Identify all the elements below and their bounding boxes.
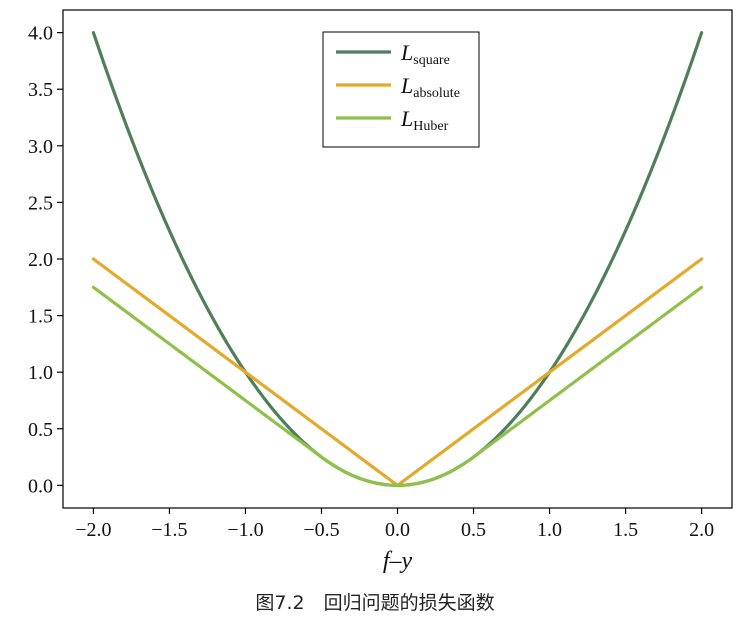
y-tick-label: 0.0	[28, 475, 53, 497]
x-tick-label: 0.5	[461, 519, 486, 541]
y-tick-label: 3.0	[28, 136, 53, 158]
x-tick-label: 2.0	[689, 519, 714, 541]
series-line-huber	[91, 285, 704, 487]
y-tick-label: 0.5	[28, 419, 53, 441]
x-tick-label: 1.5	[613, 519, 638, 541]
y-tick-label: 3.5	[28, 79, 53, 101]
y-tick-label: 2.5	[28, 192, 53, 214]
loss-chart: −2.0 −1.5 −1.0 −0.5 0.0 0.5 1.0 1.5 2.0 0.0 0.5 1.0…	[28, 9, 733, 574]
x-tick-label: 0.0	[385, 519, 410, 541]
legend-label-square: Lsquare	[400, 40, 450, 68]
x-tick-label: −1.5	[151, 519, 187, 541]
y-tick-label: 4.0	[28, 23, 53, 45]
legend-label-absolute: Labsolute	[400, 73, 460, 101]
ticks-layer: −2.0 −1.5 −1.0 −0.5 0.0 0.5 1.0 1.5 2.0 0.0 0.5 1.0…	[28, 23, 714, 541]
y-tick-label: 1.5	[28, 306, 53, 328]
figure-caption: 图7.2 回归问题的损失函数	[255, 592, 495, 614]
x-tick-label: 1.0	[537, 519, 562, 541]
series-layer	[91, 31, 704, 487]
x-tick-label: −2.0	[75, 519, 111, 541]
x-axis-title: f–y	[383, 548, 413, 574]
series-line-absolute	[91, 257, 704, 487]
x-tick-label: −0.5	[303, 519, 339, 541]
x-tick-label: −1.0	[227, 519, 263, 541]
legend-label-huber: LHuber	[400, 106, 449, 134]
legend: Lsquare Labsolute LHuber	[322, 31, 480, 148]
y-tick-label: 1.0	[28, 362, 53, 384]
y-tick-label: 2.0	[28, 249, 53, 271]
